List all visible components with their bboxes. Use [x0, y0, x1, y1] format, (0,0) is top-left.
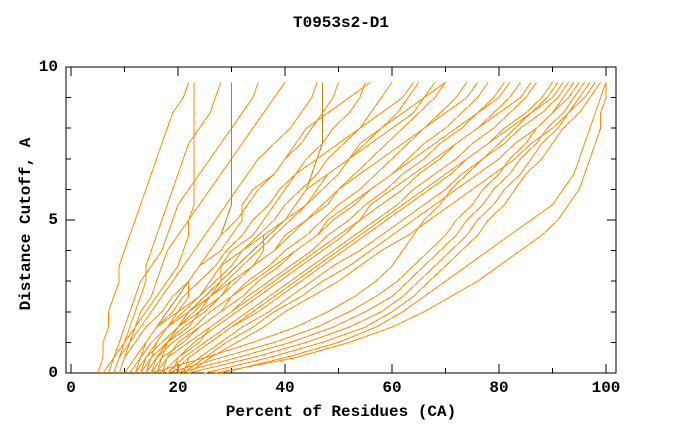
model-curve [177, 82, 569, 374]
model-curve [188, 82, 591, 374]
model-curve [151, 82, 559, 374]
model-curve [113, 82, 318, 374]
y-axis-label: Distance Cutoff, A [17, 137, 35, 311]
model-curve [97, 82, 190, 374]
model-curve [150, 82, 479, 374]
model-curve [161, 82, 511, 374]
model-curve [140, 82, 446, 374]
model-curve [118, 82, 339, 374]
model-curve [134, 82, 420, 374]
model-curve [118, 82, 286, 374]
model-curve [129, 82, 393, 374]
model-curve [108, 82, 259, 374]
model-curve [140, 81, 446, 374]
plot-border [65, 66, 617, 374]
model-curve [204, 82, 602, 374]
model-curve [134, 81, 371, 374]
model-curve [172, 82, 532, 374]
model-curve [177, 82, 586, 374]
model-curve [145, 82, 468, 374]
model-curve [167, 82, 575, 374]
model-curve [124, 82, 232, 374]
model-curve [145, 82, 323, 374]
model-curve [220, 82, 607, 374]
chart-title: T0953s2-D1 [292, 14, 389, 32]
model-curve [183, 82, 580, 374]
x-axis-label: Percent of Residues (CA) [225, 403, 457, 421]
model-curve [182, 82, 564, 374]
model-curve [215, 82, 607, 374]
model-curve [102, 82, 195, 374]
model-curve [161, 82, 521, 374]
model-curve [172, 82, 553, 374]
model-curve [166, 82, 537, 374]
model-curve [113, 82, 222, 374]
model-curve [145, 82, 414, 374]
model-curve [124, 82, 366, 374]
model-curve [150, 82, 489, 374]
